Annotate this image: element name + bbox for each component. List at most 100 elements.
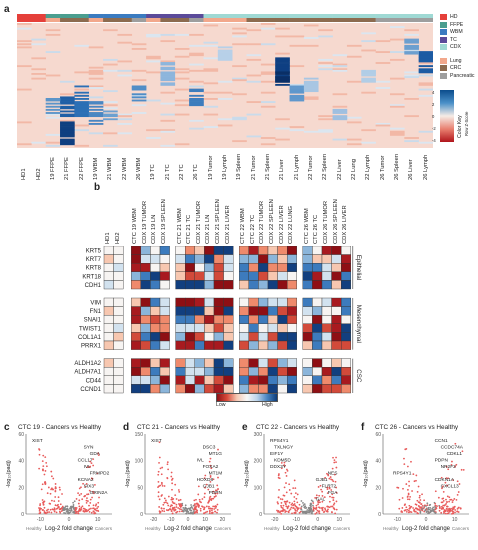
volcano-point [281,507,284,509]
gene-label-krt5: KRT5 [86,248,102,254]
type-bar-cell [17,14,32,18]
heatmap-b-cell [213,332,224,342]
volcano-point [199,507,202,510]
gene-label: CDKN1A [435,477,455,483]
volcano-point [163,501,166,504]
volcano-point [45,512,47,515]
volcano-point [193,503,196,506]
volcano-point [38,507,40,509]
volcano-point [315,511,318,514]
volcano-point [335,466,338,469]
volcano-point [441,485,444,488]
volcano-point [276,501,279,504]
volcano-point [182,509,184,511]
volcano-point [73,511,76,514]
volcano-point [89,460,92,463]
volcano-point [437,496,440,499]
heatmap-b-cell [277,358,288,368]
volcano-point [41,460,44,463]
heatmap-b-cell [248,280,259,290]
volcano-point [210,497,213,500]
heatmap-b-cell [113,358,124,368]
color-key-tick: 4 [432,90,435,95]
volcano-point [157,470,160,473]
heatmap-b-cell [103,323,114,333]
heatmap-b-cell [321,332,332,342]
volcano-point [326,488,329,491]
volcano-point [300,508,303,511]
volcano-point [77,492,79,495]
volcano-point [451,507,453,510]
gene-label: FLRT2 [322,484,337,490]
heatmap-b-cell [130,263,141,273]
gene-label: RPS4Y1 [393,471,412,477]
heatmap-b-cell [150,314,161,324]
heatmap-b-cell [159,246,170,255]
volcano-point [54,483,57,485]
heatmap-b-cell [321,297,332,307]
volcano-point [97,452,99,455]
volcano-point [72,507,75,510]
volcano-point [438,506,441,509]
volcano-point [213,505,216,508]
gene-label-aldh7a1: ALDH7A1 [74,370,101,376]
volcano-point [414,503,417,506]
volcano-point [216,503,219,506]
volcano-point [290,506,293,509]
volcano-point [211,509,213,512]
volcano-point [42,465,45,467]
heatmap-b-cell [248,375,259,385]
volcano-point [424,504,426,507]
heatmap-b-cell [213,358,224,368]
heatmap-b-cell [130,297,141,307]
volcano-point [80,506,83,509]
volcano-point [80,486,82,489]
heatmap-b-cell [286,332,297,342]
type-bar-cell [246,14,262,18]
volcano-point [310,499,313,502]
heatmap-b-cell [130,254,141,264]
heatmap-b-cell [321,246,332,255]
volcano-point [416,499,419,502]
heatmap-b-cell [302,271,313,281]
volcano-point [293,496,296,498]
column-label-a: 21 Tumor [250,155,257,181]
heatmap-b-cell [150,323,161,333]
volcano-point [331,493,334,496]
volcano-point [408,485,411,487]
x-axis-label: Log-2 fold change [164,526,213,532]
volcano-point [181,502,184,505]
heatmap-b-cell [331,306,342,316]
volcano-point [407,488,409,491]
cancer-bar-cell [375,18,391,22]
volcano-point [335,461,337,463]
column-label-b: CDX 26 LIVER [342,205,349,244]
heatmap-b-cell [258,263,269,273]
heatmap-b-cell [302,306,313,316]
volcano-point [163,497,166,500]
volcano-point [49,492,52,495]
volcano-point [39,503,42,505]
volcano-point [446,505,448,508]
x-axis-label: Log-2 fold change [402,526,451,532]
volcano-point [38,509,41,512]
volcano-point [445,477,448,479]
cancer-bar-cell [174,18,190,22]
volcano-point [171,512,174,515]
heatmap-b-cell [194,280,205,290]
volcano-point [285,475,288,477]
legend-swatch [440,14,447,20]
heatmap-b-cell [140,306,151,316]
gene-label: SYN [84,445,94,451]
volcano-point [323,496,326,499]
heatmap-b-cell [267,263,278,273]
heatmap-b-cell [223,263,234,273]
volcano-point [212,478,215,481]
volcano-point [203,492,206,495]
heatmap-b-cell [130,246,141,255]
heatmap-b-cell [248,358,259,368]
volcano-point [312,502,315,504]
volcano-point [424,508,427,511]
volcano-point [294,508,296,511]
heatmap-b-cell [113,384,124,394]
